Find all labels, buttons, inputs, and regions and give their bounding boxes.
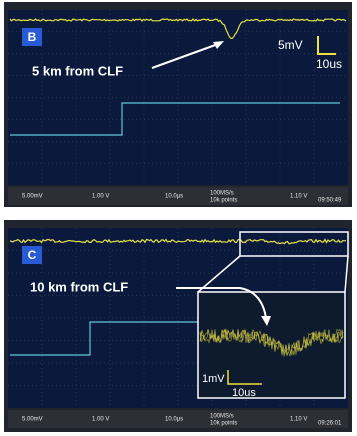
panel-label: B bbox=[28, 30, 37, 44]
panel-b: B 5 km from CLF 5mV 10us 5.00mV 1.00 V 10.… bbox=[4, 2, 352, 207]
panel-c: C 10 km from CLF 1mV 10us 5.00mV 1.00 V 10… bbox=[4, 220, 352, 432]
caption: 5 km from CLF bbox=[32, 63, 123, 78]
status-text: 1.10 V bbox=[290, 194, 307, 200]
status-text: 1.10 V bbox=[290, 417, 307, 423]
status-text: 09:50:49 bbox=[318, 198, 342, 204]
figure: B 5 km from CLF 5mV 10us 5.00mV 1.00 V 10.… bbox=[0, 0, 357, 436]
status-text: 09:26:01 bbox=[318, 421, 342, 427]
scale-voltage: 5mV bbox=[278, 38, 303, 52]
page: {"panels": [ {"label": "B", "caption": "… bbox=[0, 0, 357, 436]
status-text: 5.00mV bbox=[22, 417, 43, 423]
status-text: 10.0µs bbox=[165, 417, 183, 423]
status-text: 5.00mV bbox=[22, 194, 43, 200]
scale-voltage: 1mV bbox=[202, 373, 225, 385]
panel-label: C bbox=[28, 248, 37, 262]
scale-time: 10us bbox=[316, 57, 342, 71]
status-text: 100MS/s bbox=[210, 414, 234, 420]
scale-time: 10us bbox=[232, 387, 256, 399]
status-text: 10k points bbox=[210, 421, 237, 427]
caption: 10 km from CLF bbox=[30, 279, 128, 294]
status-text: 100MS/s bbox=[210, 191, 234, 197]
status-text: 1.00 V bbox=[92, 417, 109, 423]
status-text: 10k points bbox=[210, 198, 237, 204]
status-text: 10.0µs bbox=[165, 194, 183, 200]
status-text: 1.00 V bbox=[92, 194, 109, 200]
